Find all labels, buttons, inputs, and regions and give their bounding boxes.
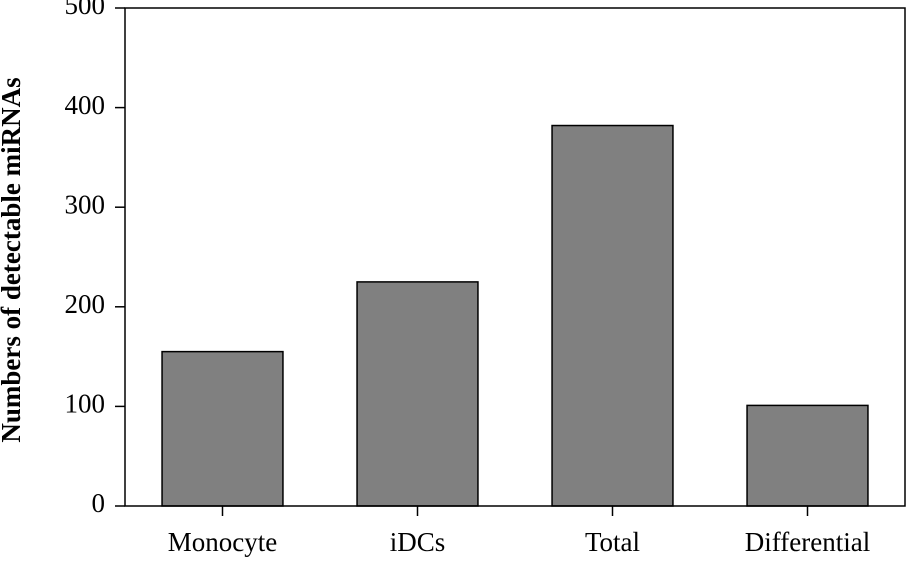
bar: [746, 404, 869, 507]
y-axis-title: Numbers of detectable miRNAs: [0, 77, 26, 442]
bar: [551, 124, 674, 507]
x-tick-label: Total: [585, 527, 640, 557]
x-tick-label: Differential: [745, 527, 870, 557]
y-tick-label: 0: [92, 488, 106, 518]
x-tick-label: iDCs: [390, 527, 446, 557]
bar: [356, 281, 479, 507]
y-tick-label: 400: [65, 90, 106, 120]
y-tick-label: 500: [65, 0, 106, 20]
y-tick-label: 300: [65, 189, 106, 219]
y-tick-label: 200: [65, 289, 106, 319]
y-tick-label: 100: [65, 389, 106, 419]
bar: [161, 350, 284, 507]
x-tick-label: Monocyte: [168, 527, 277, 557]
plot-frame: [124, 7, 906, 507]
